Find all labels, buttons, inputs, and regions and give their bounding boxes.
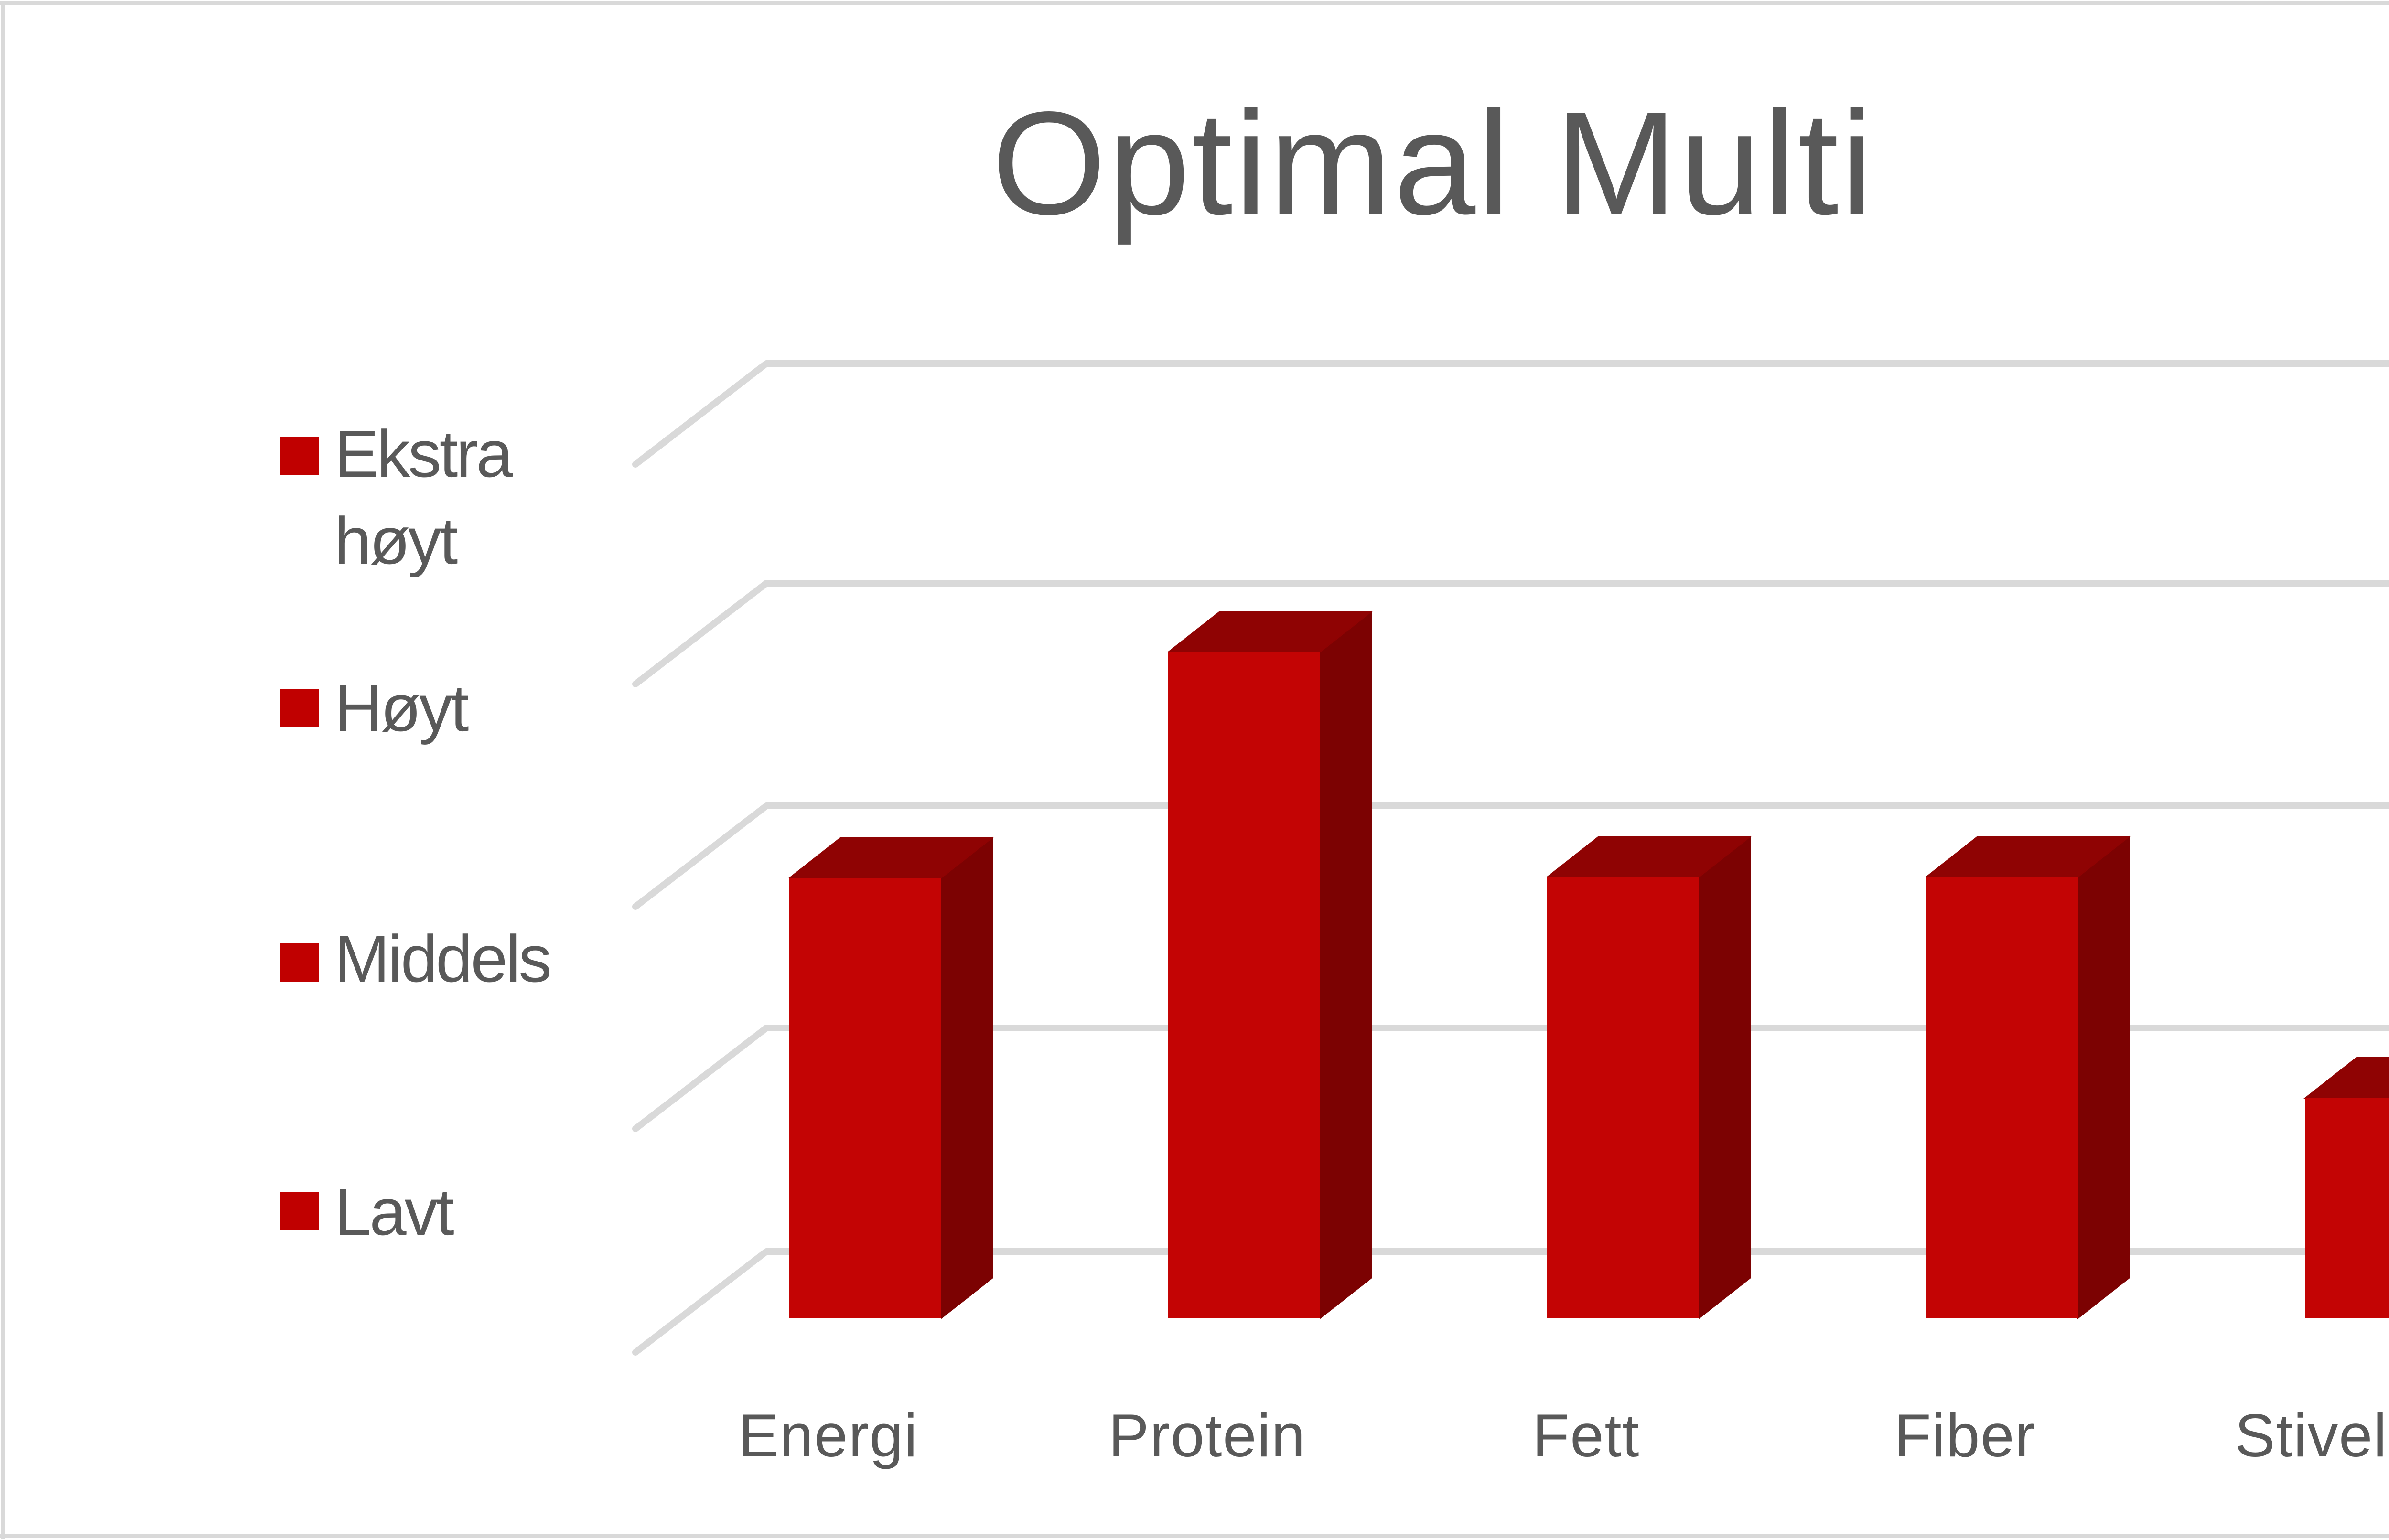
svg-text:Ekstra: Ekstra: [334, 417, 514, 491]
svg-text:Høyt: Høyt: [334, 671, 469, 745]
svg-text:Fett: Fett: [1532, 1401, 1640, 1469]
svg-text:Middels: Middels: [334, 922, 550, 996]
svg-text:Lavt: Lavt: [334, 1175, 454, 1249]
svg-text:Energi: Energi: [738, 1401, 918, 1469]
svg-text:høyt: høyt: [334, 504, 458, 578]
svg-text:Protein: Protein: [1108, 1401, 1306, 1469]
svg-text:Fiber: Fiber: [1894, 1401, 2036, 1469]
svg-text:Stivelse: Stivelse: [2235, 1401, 2389, 1469]
svg-text:Optimal Multi: Optimal Multi: [991, 81, 1875, 246]
